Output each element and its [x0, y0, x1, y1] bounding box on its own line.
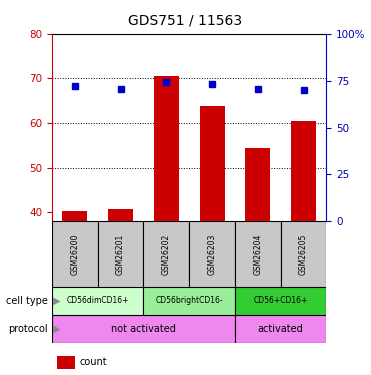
- Text: CD56dimCD16+: CD56dimCD16+: [66, 296, 129, 305]
- Bar: [98, 221, 144, 287]
- Text: ▶: ▶: [50, 324, 61, 334]
- Bar: [144, 221, 189, 287]
- Bar: [235, 315, 326, 343]
- Text: CD56+CD16+: CD56+CD16+: [253, 296, 308, 305]
- Text: GSM26200: GSM26200: [70, 233, 79, 275]
- Text: not activated: not activated: [111, 324, 176, 334]
- Bar: [58, 356, 75, 369]
- Text: GSM26201: GSM26201: [116, 233, 125, 274]
- Text: GSM26202: GSM26202: [162, 233, 171, 274]
- Bar: [200, 106, 225, 221]
- Text: GSM26204: GSM26204: [253, 233, 262, 275]
- Text: activated: activated: [258, 324, 303, 334]
- Text: ▶: ▶: [50, 296, 61, 306]
- Text: count: count: [79, 357, 107, 368]
- Bar: [291, 121, 316, 221]
- Text: CD56brightCD16-: CD56brightCD16-: [155, 296, 223, 305]
- Bar: [235, 287, 326, 315]
- Bar: [62, 211, 88, 221]
- Bar: [52, 287, 144, 315]
- Bar: [189, 221, 235, 287]
- Bar: [52, 221, 98, 287]
- Bar: [52, 315, 235, 343]
- Text: GSM26205: GSM26205: [299, 233, 308, 275]
- Text: GSM26203: GSM26203: [208, 233, 217, 275]
- Bar: [245, 148, 270, 221]
- Bar: [108, 209, 133, 221]
- Bar: [281, 221, 326, 287]
- Text: cell type: cell type: [6, 296, 48, 306]
- Bar: [144, 287, 235, 315]
- Bar: [154, 76, 179, 221]
- Bar: [235, 221, 281, 287]
- Text: GDS751 / 11563: GDS751 / 11563: [128, 13, 243, 27]
- Text: protocol: protocol: [9, 324, 48, 334]
